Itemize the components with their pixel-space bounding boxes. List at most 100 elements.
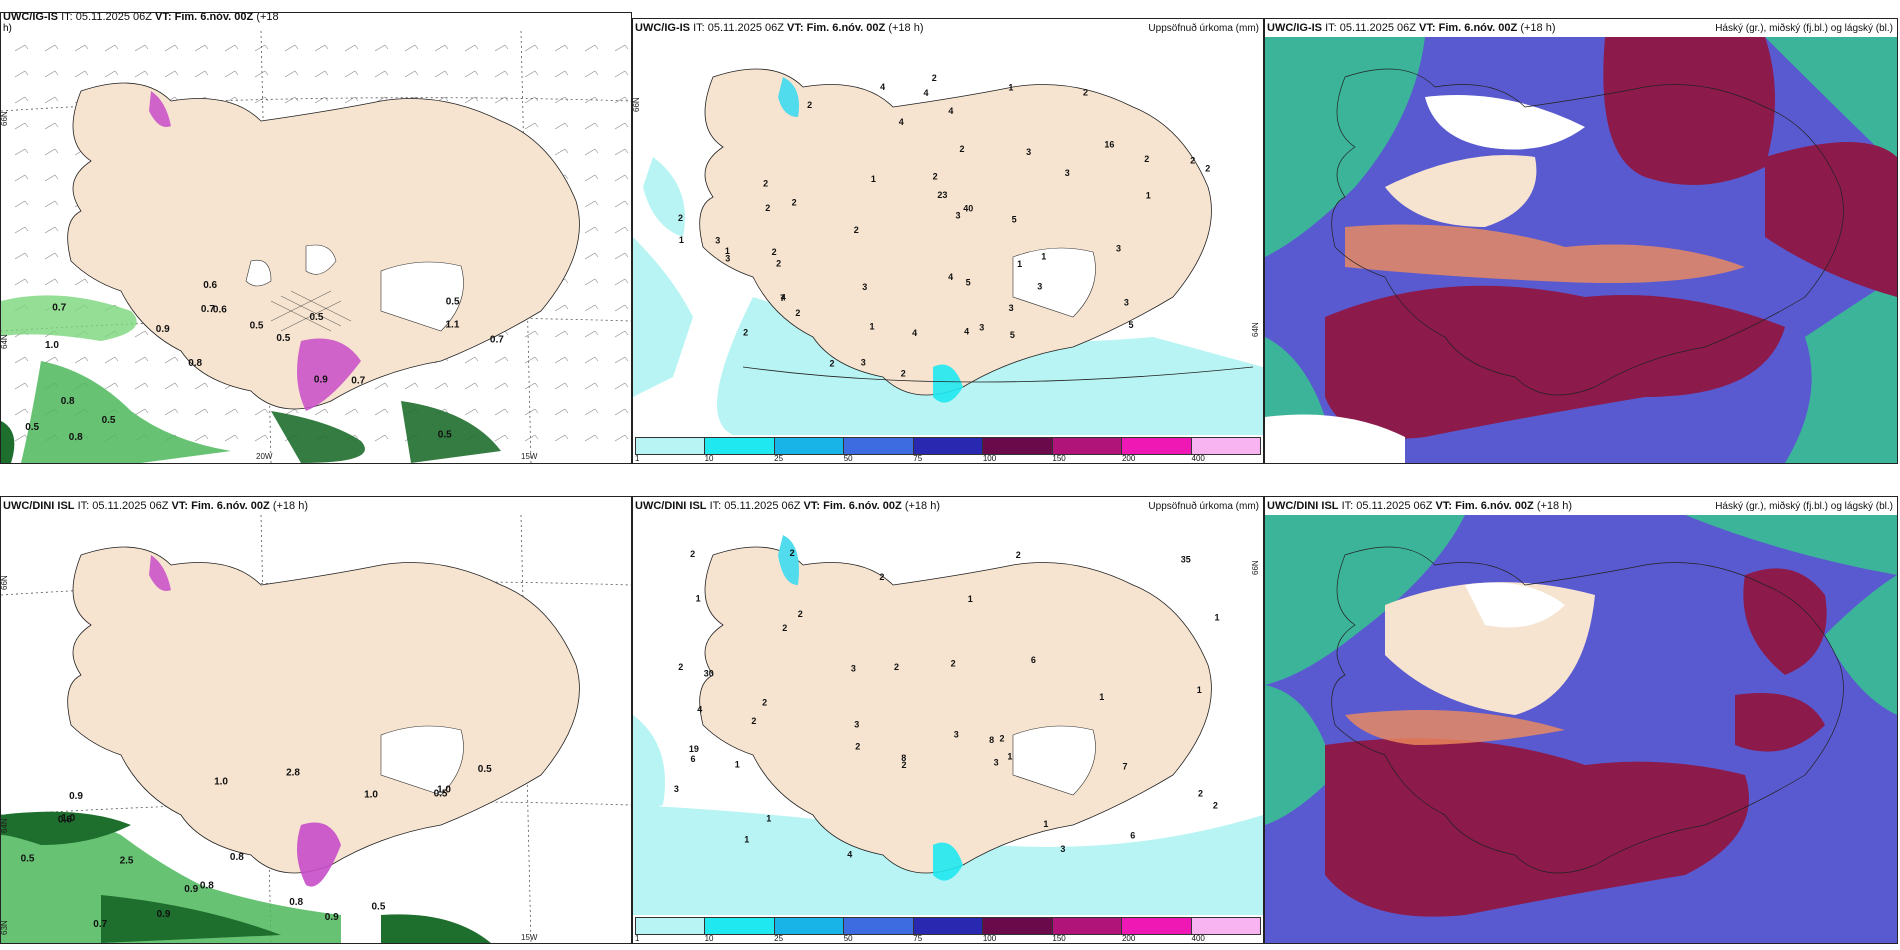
wind-barb (14, 148, 29, 156)
header-title: UWC/IG-IS IT: 05.11.2025 06Z VT: Fim. 6.… (1267, 22, 1556, 34)
wind-value: 1.0 (61, 813, 75, 824)
colorbar-ticks: 1 10 25 50 75 100 150 200 400 (635, 934, 1261, 943)
lon-label: 20W (256, 452, 273, 461)
precip-value: 3 (715, 236, 720, 246)
colorbar-tick: 25 (774, 934, 784, 943)
precip-value: 16 (1104, 139, 1114, 149)
colorbar-swatch (1191, 918, 1260, 934)
wind-barb (14, 200, 29, 208)
wind-barb (584, 356, 599, 364)
precip-value: 2 (772, 247, 777, 257)
wind-barb (404, 44, 419, 52)
precip-value: 1 (871, 174, 876, 184)
cloud-maroon-area (1603, 37, 1775, 185)
wind-value: 0.7 (490, 335, 504, 346)
precip-value: 2 (790, 548, 795, 558)
wind-barb (254, 70, 269, 78)
wind-barb (14, 226, 29, 234)
precip-value: 1 (1099, 692, 1104, 702)
wind-barb (74, 356, 89, 364)
precip-value: 1 (744, 835, 749, 845)
wind-value: 2.5 (120, 855, 134, 866)
wind-barb (524, 356, 539, 364)
wind-value: 0.5 (25, 422, 39, 433)
wind-barb (464, 96, 479, 104)
wind-barb (14, 252, 29, 260)
cloud-teal-area (1265, 37, 1425, 257)
precip-value: 8 (989, 735, 994, 745)
wind-barb (524, 408, 539, 416)
precip-colorbar: 1 10 25 50 75 100 150 200 400 (633, 435, 1263, 463)
precip-value: 2 (854, 225, 859, 235)
precip-value: 3 (956, 210, 961, 220)
wind-value: 0.5 (434, 789, 448, 800)
precip-value: 3 (674, 784, 679, 794)
wind-barb (614, 96, 629, 104)
precip-value: 4 (899, 117, 904, 127)
precip-value: 4 (781, 293, 786, 303)
precip-value: 2 (1205, 163, 1210, 173)
wind-barb (584, 278, 599, 286)
colorbar-tick: 75 (913, 454, 923, 463)
colorbar-swatch (844, 438, 914, 454)
wind-value: 0.5 (102, 415, 116, 426)
precip-colorbar: 1 10 25 50 75 100 150 200 400 (633, 915, 1263, 943)
wind-barb (314, 70, 329, 78)
wind-barb (494, 382, 509, 390)
wind-barb (494, 96, 509, 104)
wind-barb (614, 252, 629, 260)
wind-barb (194, 70, 209, 78)
wind-value: 1.0 (437, 784, 451, 795)
precip-value: 1 (870, 322, 875, 332)
precip-value: 2 (951, 658, 956, 668)
wind-barb (614, 200, 629, 208)
wind-value: 0.7 (93, 919, 107, 930)
precip-value: 4 (847, 849, 852, 859)
colorbar-swatch (983, 438, 1053, 454)
precip-value: 3 (954, 730, 959, 740)
wind-barb (614, 122, 629, 130)
precip-value: 2 (792, 197, 797, 207)
wind-value: 1.1 (446, 320, 460, 331)
wind-barb (44, 148, 59, 156)
precip-value: 40 (963, 204, 973, 214)
precip-value: 2 (690, 549, 695, 559)
wind-value: 0.8 (69, 432, 83, 443)
wind-barb (224, 44, 239, 52)
wind-barb (524, 330, 539, 338)
precip-value: 2 (807, 100, 812, 110)
wind-barb (614, 434, 629, 442)
precip-value: 30 (704, 668, 714, 678)
wind-area (1, 812, 341, 943)
wind-barb (44, 96, 59, 104)
colorbar-tick: 1 (635, 454, 640, 463)
wind-barb (74, 44, 89, 52)
precip-value: 1 (1041, 251, 1046, 261)
colorbar-swatch (1122, 438, 1192, 454)
precip-value: 2 (743, 327, 748, 337)
wind-barb (44, 356, 59, 364)
panel-header: UWC/IG-IS IT: 05.11.2025 06Z VT: Fim. 6.… (3, 13, 627, 25)
wind-barb (374, 70, 389, 78)
iceland-outline (1331, 68, 1844, 396)
wind-barb (614, 408, 629, 416)
precip-value: 2 (830, 358, 835, 368)
panel-header: UWC/DINI ISL IT: 05.11.2025 06Z VT: Fim.… (3, 498, 627, 514)
wind-value-labels: 0.51.00.50.80.50.80.70.50.80.90.50.50.60… (25, 280, 504, 443)
precip-value: 5 (1012, 215, 1017, 225)
wind-barb (614, 356, 629, 364)
wind-barb (554, 330, 569, 338)
wind-value: 0.6 (58, 815, 72, 826)
header-title: UWC/IG-IS IT: 05.11.2025 06Z VT: Fim. 6.… (635, 22, 924, 34)
wind-barb (464, 382, 479, 390)
wind-barb (614, 226, 629, 234)
precip-value: 3 (1026, 147, 1031, 157)
wind-barb (14, 44, 29, 52)
wind-value: 0.5 (372, 901, 386, 912)
wind-value: 0.5 (446, 297, 460, 308)
precip-value: 3 (725, 253, 730, 263)
precip-value: 2 (1083, 88, 1088, 98)
wind-barb (224, 70, 239, 78)
precip-map-panel-top: UWC/IG-IS IT: 05.11.2025 06Z VT: Fim. 6.… (632, 18, 1264, 464)
colorbar-tick: 400 (1191, 454, 1205, 463)
